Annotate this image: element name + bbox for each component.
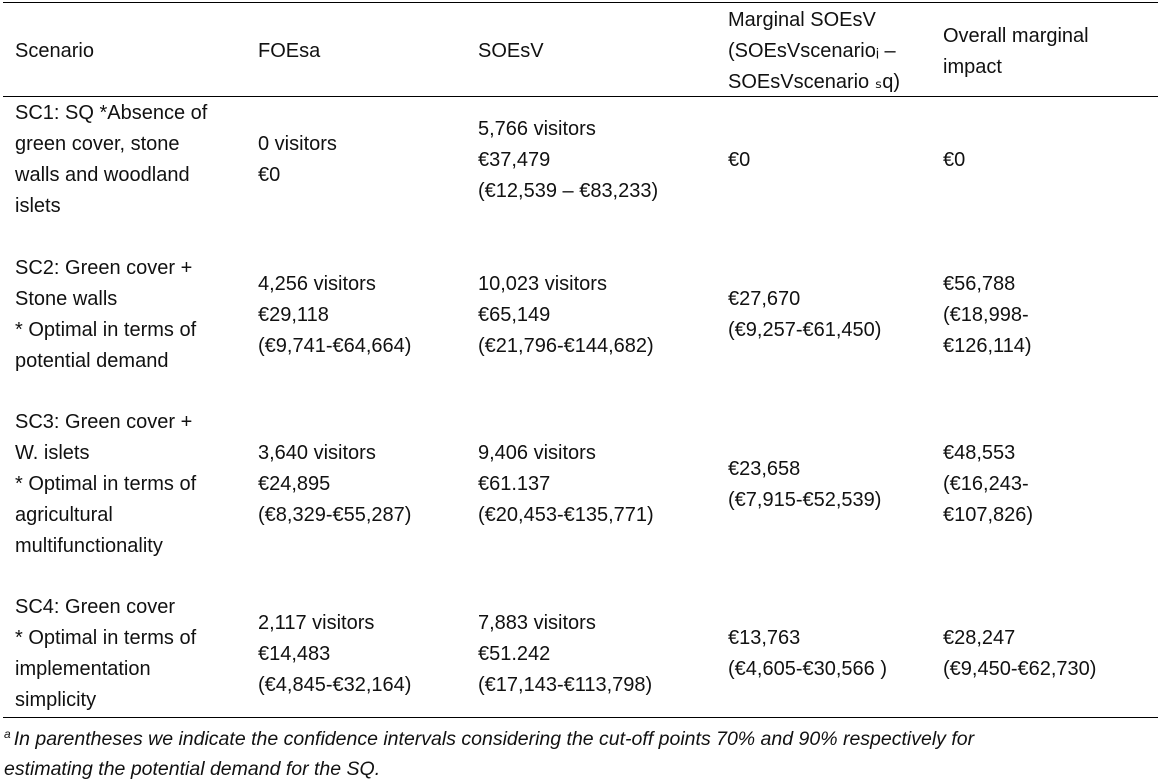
cell-line: (€21,796-€144,682) [478, 334, 654, 357]
cell-line: €0 [943, 148, 966, 171]
cell-line: (€20,453-€135,771) [478, 504, 654, 526]
cell-line: impact [943, 55, 1002, 78]
cell-line: SOEsVscenario ₛq) [728, 71, 900, 93]
header-cell: SOEsV [478, 5, 544, 98]
cell-line: agricultural [15, 504, 113, 526]
table-cell: 3,640 visitors €24,895 (€8,329-€55,287) [258, 407, 411, 562]
cell-line: €29,118 [258, 303, 329, 326]
cell-line: €126,114) [943, 334, 1032, 357]
cell-line: €65,149 [478, 303, 551, 326]
cell-line: SC3: Green cover + [15, 411, 193, 433]
footnote-text: In parentheses we indicate the confidenc… [13, 728, 975, 750]
table-cell: 7,883 visitors €51.242 (€17,143-€113,798) [478, 592, 652, 716]
cell-line: €56,788 [943, 272, 1016, 295]
cell-line: (€4,845-€32,164) [258, 673, 412, 696]
cell-line: 7,883 visitors [478, 611, 596, 634]
cell-line: (€7,915-€52,539) [728, 488, 882, 511]
cell-line: potential demand [15, 350, 169, 372]
cell-line: * Optimal in terms of [15, 319, 197, 341]
table-cell: €0 [728, 98, 750, 222]
cell-line: (€12,539 – €83,233) [478, 179, 659, 202]
cell-line: Scenario [15, 40, 94, 62]
cell-line: 0 visitors [258, 133, 337, 155]
cell-line: €0 [728, 148, 751, 171]
table-cell: 4,256 visitors €29,118 (€9,741-€64,664) [258, 253, 411, 377]
footnote-text: estimating the potential demand for the … [4, 758, 381, 780]
cell-line: (€8,329-€55,287) [258, 504, 412, 526]
header-rule [3, 96, 1158, 97]
cell-line: implementation [15, 658, 151, 680]
cell-line: (€9,450-€62,730) [943, 658, 1097, 680]
cell-line: €61.137 [478, 473, 551, 495]
table-cell: €0 [943, 98, 965, 222]
cell-line: 10,023 visitors [478, 272, 607, 295]
cell-line: €48,553 [943, 442, 1016, 464]
table-cell: SC2: Green cover + Stone walls * Optimal i… [15, 253, 196, 377]
cell-line: €0 [258, 164, 281, 186]
table-cell: €23,658 (€7,915-€52,539) [728, 407, 881, 562]
cell-line: * Optimal in terms of [15, 627, 197, 649]
cell-line: (€16,243- [943, 473, 1029, 495]
cell-line: €23,658 [728, 457, 801, 480]
cell-line: 5,766 visitors [478, 117, 596, 140]
cell-line: €27,670 [728, 288, 801, 310]
table-cell: €13,763 (€4,605-€30,566 ) [728, 592, 887, 716]
cell-line: €28,247 [943, 627, 1016, 649]
table-cell: 9,406 visitors €61.137 (€20,453-€135,771) [478, 407, 654, 562]
cell-line: (€4,605-€30,566 ) [728, 658, 888, 680]
cell-line: 2,117 visitors [258, 611, 375, 634]
cell-line: €107,826) [943, 504, 1034, 526]
bottom-rule [3, 717, 1158, 718]
footnote-marker: a [4, 727, 11, 741]
table-cell: 5,766 visitors €37,479 (€12,539 – €83,233) [478, 98, 658, 222]
cell-line: Marginal SOEsV [728, 9, 876, 31]
cell-line: SOEsV [478, 40, 544, 62]
footnote-line: a In parentheses we indicate the confiden… [4, 727, 975, 750]
top-rule [3, 2, 1158, 3]
table-cell: 2,117 visitors €14,483 (€4,845-€32,164) [258, 592, 411, 716]
table-cell: €56,788 (€18,998- €126,114) [943, 253, 1032, 377]
footnote: a In parentheses we indicate the confiden… [4, 719, 974, 784]
cell-line: SC4: Green cover [15, 596, 176, 618]
cell-line: multifunctionality [15, 535, 163, 557]
cell-line: (€17,143-€113,798) [478, 673, 653, 696]
cell-line: 9,406 visitors [478, 442, 596, 464]
cell-line: W. islets [15, 442, 90, 464]
table-cell: SC4: Green cover * Optimal in terms of imp… [15, 592, 196, 716]
cell-line: SC2: Green cover + [15, 257, 193, 279]
cell-line: SC1: SQ *Absence of [15, 102, 208, 124]
cell-line: walls and woodland [15, 164, 190, 186]
cell-line: €51.242 [478, 642, 551, 665]
table-cell: €48,553 (€16,243- €107,826) [943, 407, 1033, 562]
table-cell: SC3: Green cover + W. islets * Optimal in … [15, 407, 196, 562]
cell-line: islets [15, 195, 61, 217]
cell-line: FOEsa [258, 40, 321, 62]
table-cell: €28,247 (€9,450-€62,730) [943, 592, 1096, 716]
cell-line: 4,256 visitors [258, 272, 376, 295]
cell-line: (SOEsVscenarioᵢ – [728, 40, 896, 62]
cell-line: simplicity [15, 689, 97, 711]
cell-line: (€9,741-€64,664) [258, 334, 412, 357]
table-cell: SC1: SQ *Absence of green cover, stone wal… [15, 98, 207, 222]
header-cell: Scenario [15, 5, 94, 98]
cell-line: €24,895 [258, 473, 331, 495]
cell-line: €37,479 [478, 148, 551, 171]
header-cell: Marginal SOEsV (SOEsVscenarioᵢ – SOEsVscen… [728, 5, 900, 98]
cell-line: €13,763 [728, 627, 801, 649]
table-cell: 0 visitors €0 [258, 98, 337, 222]
cell-line: (€18,998- [943, 303, 1029, 326]
header-cell: Overall marginal impact [943, 5, 1089, 98]
cell-line: (€9,257-€61,450) [728, 319, 882, 341]
table-cell: 10,023 visitors €65,149 (€21,796-€144,682) [478, 253, 654, 377]
header-cell: FOEsa [258, 5, 320, 98]
table-cell: €27,670 (€9,257-€61,450) [728, 253, 881, 377]
cell-line: Overall marginal [943, 24, 1089, 47]
cell-line: Stone walls [15, 288, 118, 310]
cell-line: green cover, stone [15, 133, 180, 155]
cell-line: * Optimal in terms of [15, 473, 197, 495]
cell-line: 3,640 visitors [258, 442, 376, 464]
cell-line: €14,483 [258, 642, 331, 665]
